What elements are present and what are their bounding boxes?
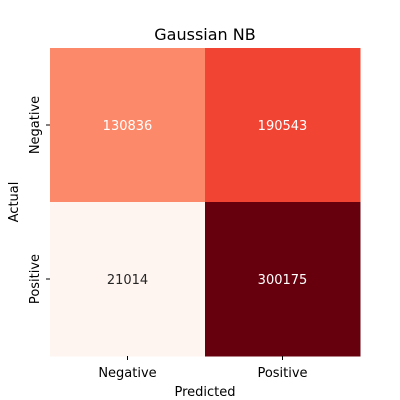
cell-value-label: 300175 [258, 273, 308, 288]
cell-value-label: 190543 [258, 119, 308, 134]
heatmap-cell-1-0 [50, 202, 206, 357]
x-tick-label: Negative [98, 366, 156, 381]
y-tick-label: Negative [28, 96, 43, 154]
cell-value-label: 130836 [103, 119, 153, 134]
heatmap-cell-0-0 [50, 48, 206, 203]
heatmap-cells: 130836 190543 21014 300175 [50, 48, 361, 357]
chart-title: Gaussian NB [154, 25, 255, 44]
y-axis-label: Actual [7, 182, 22, 223]
heatmap-cell-1-1 [205, 202, 361, 357]
heatmap-cell-0-1 [205, 48, 361, 203]
x-axis-ticks: Negative Positive [98, 356, 308, 381]
x-tick-label: Positive [257, 366, 307, 381]
cell-value-label: 21014 [107, 273, 148, 288]
y-axis-ticks: Negative Positive [28, 96, 50, 304]
x-axis-label: Predicted [174, 385, 235, 400]
y-tick-label: Positive [28, 254, 43, 304]
